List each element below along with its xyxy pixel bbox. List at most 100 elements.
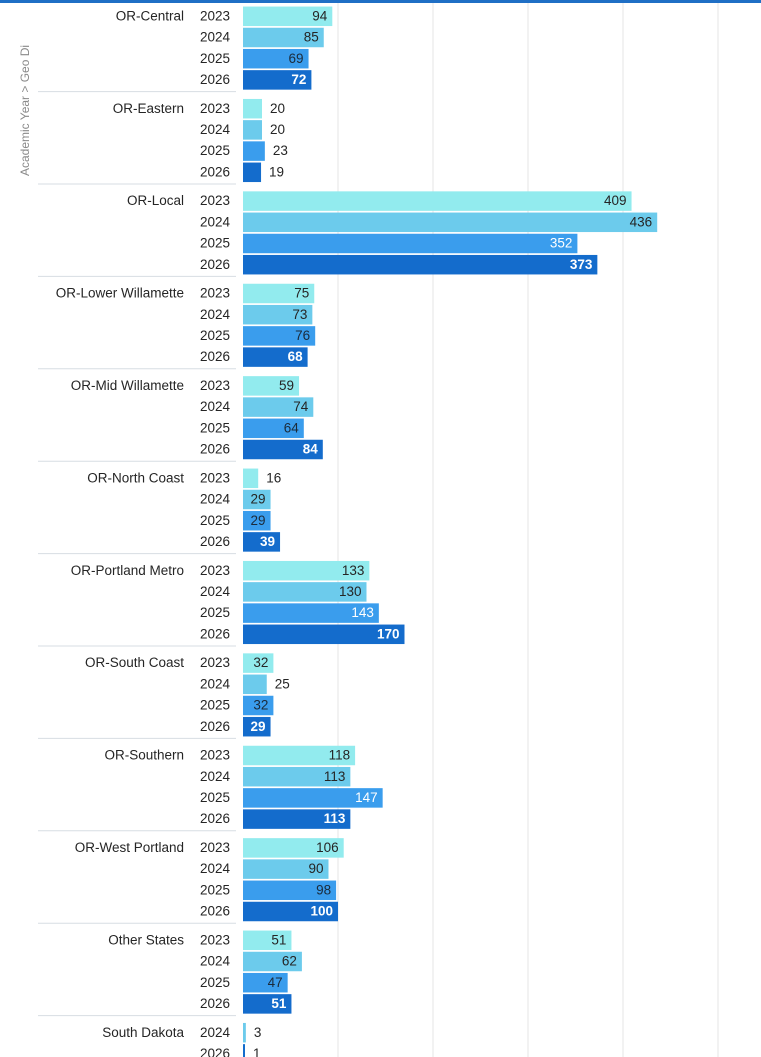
value-label: 106 [316,840,339,855]
year-label: 2024 [200,769,231,784]
value-label: 75 [294,286,309,301]
bar [243,972,288,993]
bar [243,376,300,396]
value-label: 20 [270,101,285,116]
top-accent-bar [0,0,761,3]
value-label: 51 [271,932,286,947]
year-label: 2025 [200,328,230,343]
value-label: 51 [271,996,287,1011]
value-label: 69 [289,51,304,66]
bar [243,162,262,183]
bar [243,27,324,48]
bar [243,397,314,417]
region-label: OR-Eastern [113,101,184,116]
region-label: OR-West Portland [75,840,184,855]
value-label: 23 [273,143,288,158]
year-label: 2026 [200,442,230,457]
region-label: OR-North Coast [87,470,184,485]
value-label: 64 [284,420,300,435]
year-label: 2026 [200,719,230,734]
year-label: 2026 [200,72,230,87]
year-label: 2023 [200,8,230,23]
value-label: 118 [329,748,351,763]
value-label: 47 [268,975,283,990]
value-label: 25 [275,676,290,691]
year-label: 2026 [200,996,230,1011]
year-label: 2024 [200,861,231,876]
value-label: 68 [288,349,304,364]
bar [243,326,316,346]
bar [243,418,304,439]
year-label: 2025 [200,51,230,66]
bar [243,141,265,161]
bar [243,859,329,879]
region-label: OR-South Coast [85,655,184,670]
bar [243,716,271,737]
value-label: 74 [293,399,309,414]
value-label: 98 [316,882,331,897]
year-label: 2023 [200,470,230,485]
value-label: 143 [351,605,374,620]
bar [243,624,405,645]
bar [243,653,274,673]
value-label: 130 [339,584,362,599]
bar [243,120,262,140]
bar [243,532,281,552]
region-label: OR-Portland Metro [71,563,184,578]
year-label: 2023 [200,563,230,578]
value-label: 29 [251,719,266,734]
year-label: 2026 [200,1046,230,1057]
value-label: 84 [303,442,319,457]
year-label: 2023 [200,932,230,947]
bar [243,468,259,489]
value-label: 59 [279,378,294,393]
year-label: 2025 [200,420,230,435]
bar [243,6,333,27]
value-label: 39 [260,534,275,549]
bar [243,48,309,69]
year-label: 2026 [200,164,230,179]
bar [243,994,292,1014]
bar [243,674,267,695]
value-label: 76 [295,328,310,343]
value-label: 352 [550,236,573,251]
year-label: 2023 [200,655,230,670]
year-label: 2026 [200,811,230,826]
bar [243,838,344,858]
bar [243,582,367,602]
year-label: 2025 [200,513,230,528]
bar [243,745,356,766]
bar [243,283,315,304]
year-label: 2026 [200,626,230,641]
value-label: 147 [355,790,378,805]
year-label: 2025 [200,882,230,897]
bar [243,695,274,716]
bar [243,951,302,972]
year-label: 2024 [200,954,231,969]
year-label: 2025 [200,143,230,158]
year-label: 2023 [200,378,230,393]
year-label: 2026 [200,534,230,549]
region-label: South Dakota [102,1025,184,1040]
bar [243,560,370,581]
year-label: 2024 [200,492,231,507]
year-label: 2024 [200,584,231,599]
value-label: 94 [312,8,328,23]
value-label: 1 [253,1046,261,1057]
bar [243,439,323,460]
year-label: 2025 [200,236,230,251]
value-label: 32 [253,655,268,670]
region-label: OR-Southern [104,748,184,763]
value-label: 85 [304,30,319,45]
bar [243,254,598,275]
bar [243,98,262,119]
region-label: OR-Central [116,8,184,23]
bar [243,212,658,233]
region-label: OR-Local [127,193,184,208]
year-label: 2025 [200,790,230,805]
bar [243,1044,245,1057]
year-label: 2023 [200,101,230,116]
value-label: 19 [269,164,284,179]
value-label: 29 [251,513,266,528]
